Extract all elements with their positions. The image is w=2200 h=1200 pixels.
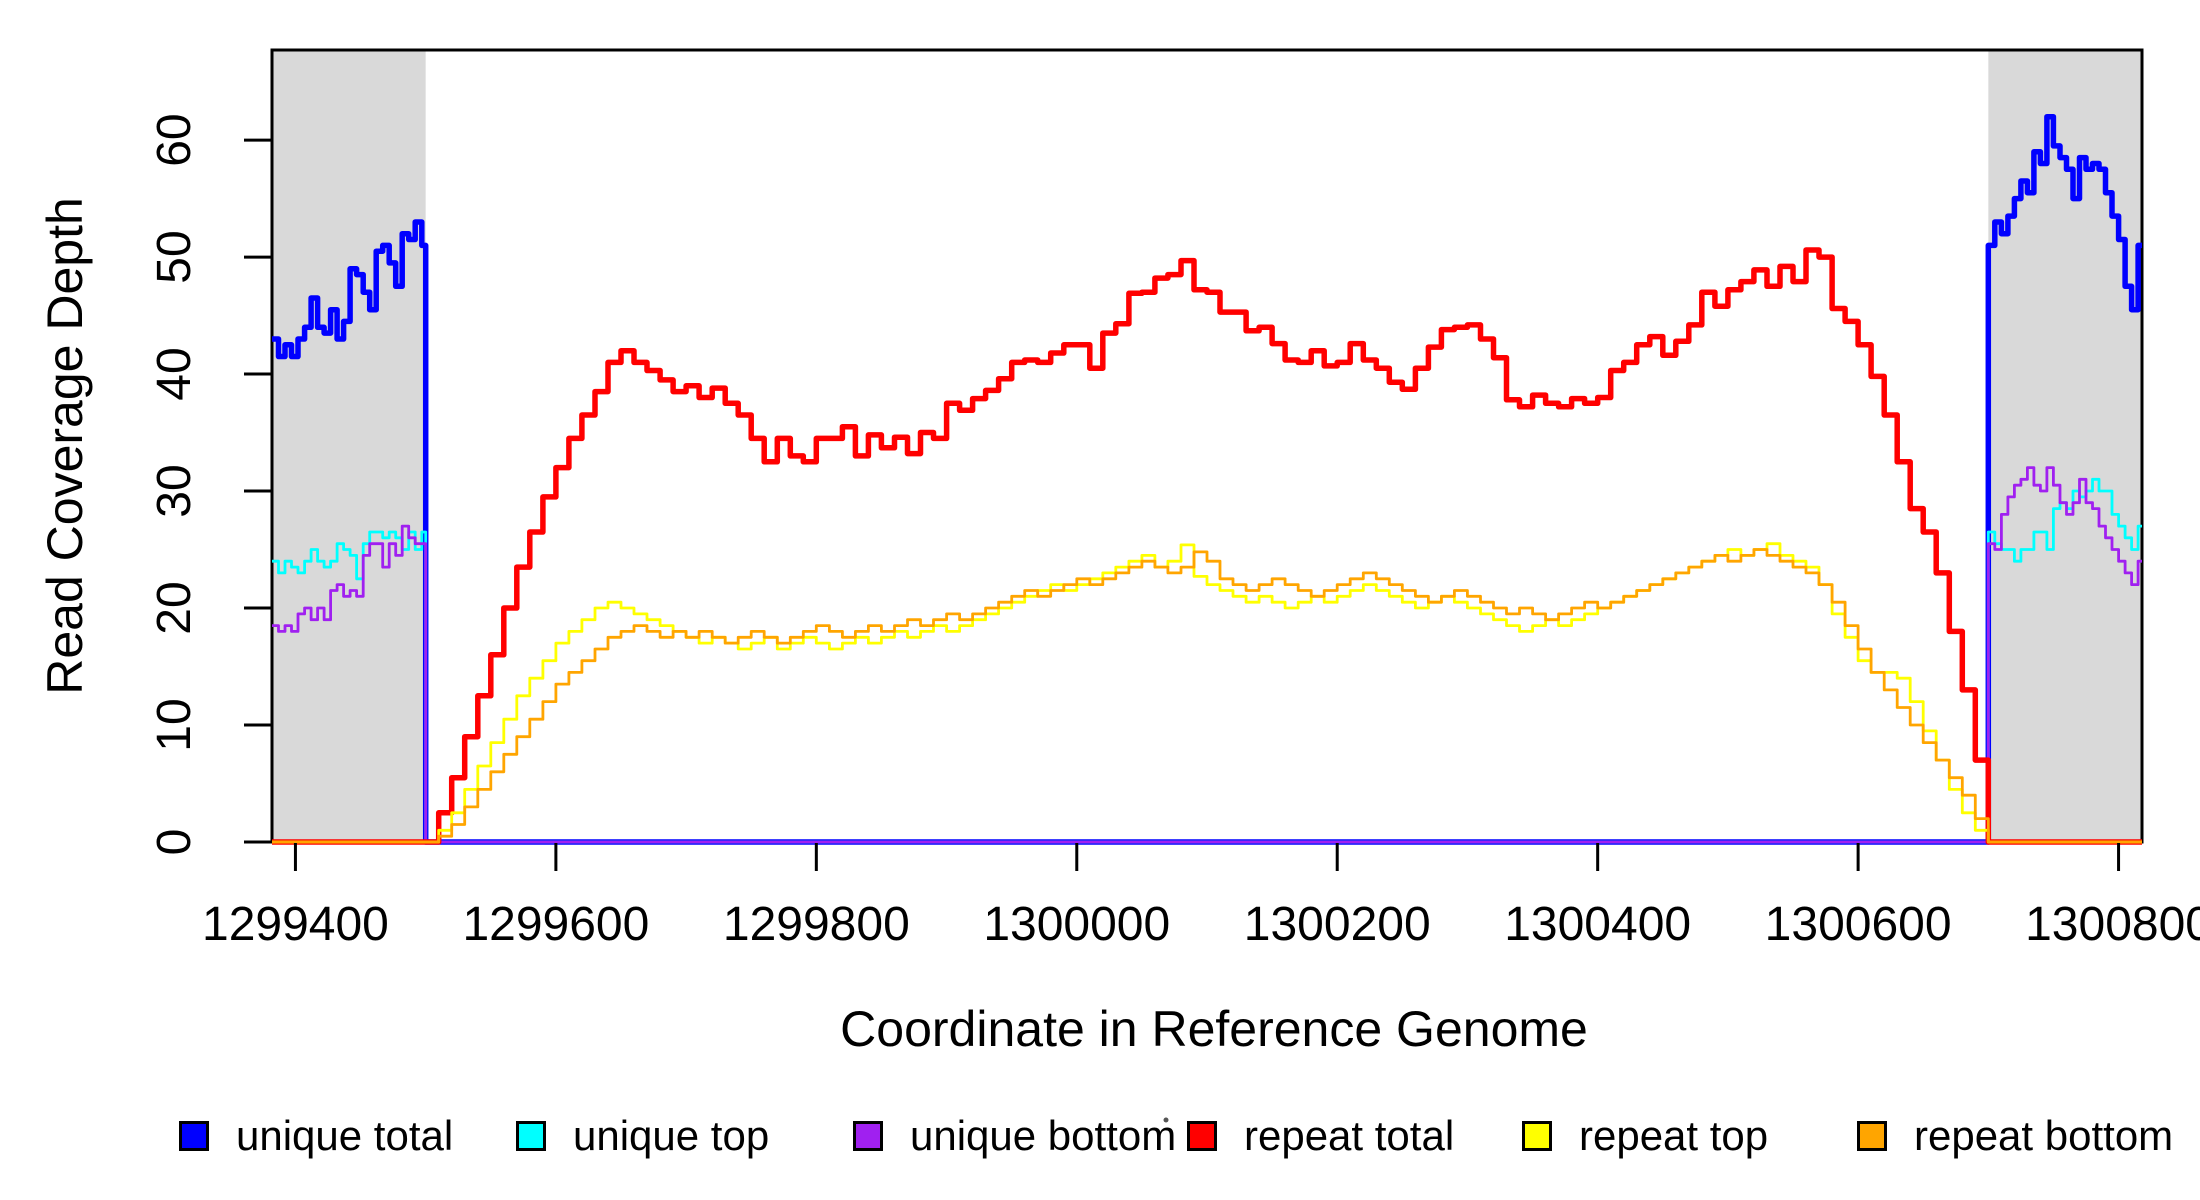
y-tick-label: 30	[148, 464, 201, 517]
x-tick-label: 1300600	[1765, 898, 1952, 951]
series-repeat-top	[272, 542, 2142, 844]
legend-swatch-unique-bottom	[853, 1121, 883, 1151]
legend: unique total unique top unique bottom repea…	[0, 1108, 2200, 1168]
legend-item-repeat-bottom: repeat bottom	[1857, 1108, 2173, 1164]
legend-item-repeat-top: repeat top	[1522, 1108, 1768, 1164]
legend-label: repeat total	[1244, 1112, 1455, 1159]
legend-label: repeat top	[1579, 1112, 1769, 1159]
legend-label: unique top	[573, 1112, 770, 1159]
legend-swatch-repeat-bottom	[1857, 1121, 1887, 1151]
axes-ticks-layer: 1299400 1299600 1299800 1300000 1300200 13004…	[148, 113, 2200, 951]
series-unique-bottom	[272, 466, 2142, 844]
y-tick-label: 60	[148, 113, 201, 166]
x-axis-title: Coordinate in Reference Genome	[840, 1001, 1588, 1057]
shaded-region	[1988, 50, 2142, 842]
series-unique-total	[272, 113, 2142, 845]
legend-swatch-unique-total	[179, 1121, 209, 1151]
x-tick-label: 1300200	[1244, 898, 1431, 951]
legend-label: unique bottom	[910, 1112, 1177, 1159]
legend-swatch-repeat-top	[1522, 1121, 1552, 1151]
plot-box-layer	[270, 48, 2144, 844]
shaded-region	[272, 50, 426, 842]
x-tick-label: 1300800	[2025, 898, 2200, 951]
legend-swatch-unique-top	[516, 1121, 546, 1151]
y-tick-label: 10	[148, 698, 201, 751]
y-tick-label: 0	[148, 829, 201, 856]
legend-label: repeat bottom	[1914, 1112, 2174, 1159]
series-unique-top	[272, 477, 2142, 844]
x-tick-label: 1299400	[202, 898, 389, 951]
y-tick-label: 20	[148, 581, 201, 634]
series-layer	[272, 113, 2142, 845]
x-tick-label: 1300000	[983, 898, 1170, 951]
series-repeat-total	[272, 247, 2142, 845]
x-tick-label: 1299600	[462, 898, 649, 951]
plot-box	[270, 48, 2144, 844]
legend-item-unique-top: unique top	[516, 1108, 769, 1164]
series-repeat-bottom	[272, 548, 2142, 844]
shaded-regions-layer	[272, 50, 2142, 842]
y-tick-label: 40	[148, 347, 201, 400]
legend-label: unique total	[236, 1112, 454, 1159]
legend-swatch-repeat-total	[1187, 1121, 1217, 1151]
y-tick-label: 50	[148, 230, 201, 283]
stray-dot-artifact	[1163, 1117, 1169, 1123]
legend-item-unique-bottom: unique bottom	[853, 1108, 1176, 1164]
legend-item-unique-total: unique total	[179, 1108, 453, 1164]
x-tick-label: 1300400	[1504, 898, 1691, 951]
legend-item-repeat-total: repeat total	[1187, 1108, 1454, 1164]
y-axis-title: Read Coverage Depth	[37, 197, 93, 695]
x-tick-label: 1299800	[723, 898, 910, 951]
